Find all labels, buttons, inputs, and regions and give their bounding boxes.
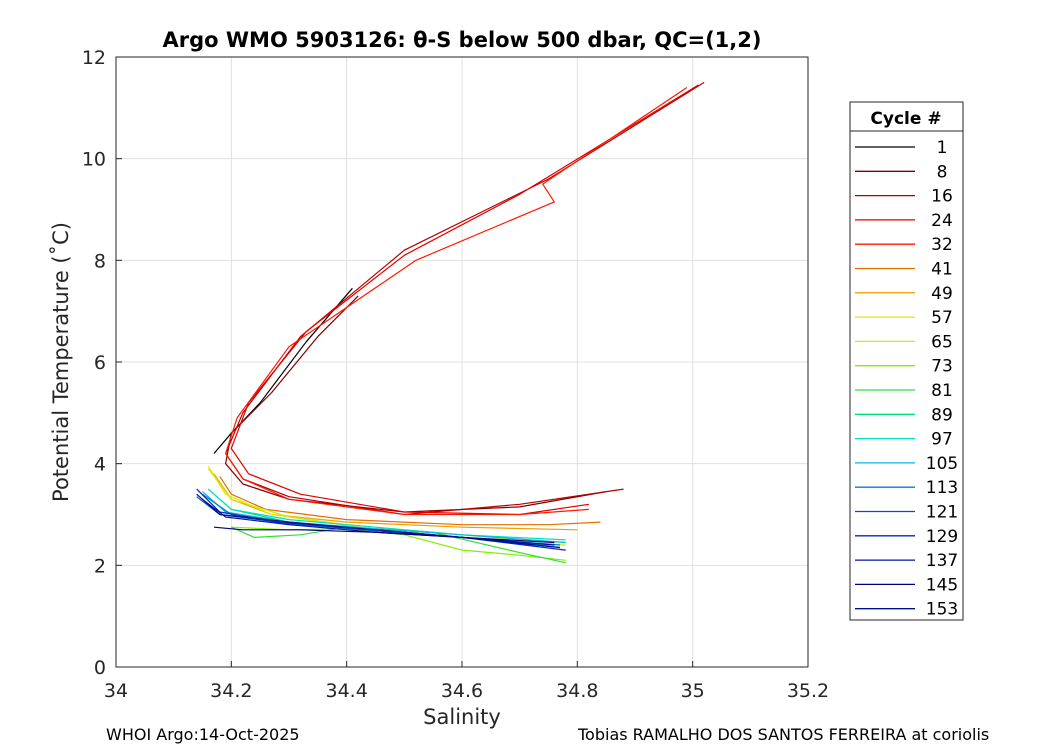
legend-label: 89 <box>931 405 953 425</box>
x-tick-label: 35.2 <box>787 680 829 702</box>
y-tick-label: 2 <box>94 555 106 577</box>
y-tick-label: 6 <box>94 352 106 374</box>
series-layer <box>196 81 705 564</box>
legend-label: 97 <box>931 430 953 450</box>
legend-label: 32 <box>931 235 953 255</box>
legend-label: 113 <box>926 478 958 498</box>
chart-title: Argo WMO 5903126: θ-S below 500 dbar, QC… <box>163 28 762 52</box>
legend-label: 129 <box>926 527 958 547</box>
legend-label: 105 <box>926 454 958 474</box>
legend-label: 65 <box>931 332 953 352</box>
legend: Cycle # 1 8 16 24 32 41 49 57 65 73 81 89 97 105 113 12… <box>849 101 964 621</box>
y-axis-label: Potential Temperature (˚C) <box>49 222 73 502</box>
y-tick-label: 10 <box>82 149 106 171</box>
footer-right-text: Tobias RAMALHO DOS SANTOS FERREIRA at co… <box>578 725 990 744</box>
y-ticks: 0 2 4 6 8 10 12 <box>82 47 122 679</box>
legend-title: Cycle # <box>870 109 941 129</box>
series-line-cycle-153 <box>196 493 561 549</box>
legend-label: 8 <box>937 162 948 182</box>
legend-label: 137 <box>926 551 958 571</box>
legend-label: 49 <box>931 284 953 304</box>
legend-label: 73 <box>931 357 953 377</box>
legend-label: 16 <box>931 187 953 207</box>
y-tick-label: 4 <box>94 454 106 476</box>
legend-label: 57 <box>931 308 953 328</box>
legend-label: 81 <box>931 381 953 401</box>
grid-lines <box>116 57 808 667</box>
y-tick-label: 12 <box>82 47 106 69</box>
legend-box <box>849 101 964 621</box>
x-tick-label: 35 <box>681 680 705 702</box>
x-tick-label: 34.8 <box>556 680 598 702</box>
series-line-cycle-32 <box>225 87 688 516</box>
x-tick-label: 34.4 <box>326 680 368 702</box>
x-tick-label: 34 <box>104 680 128 702</box>
series-line-cycle-145 <box>213 526 555 544</box>
x-ticks: 34 34.2 34.4 34.6 34.8 35 35.2 <box>104 661 829 702</box>
y-tick-label: 8 <box>94 250 106 272</box>
legend-label: 153 <box>926 600 958 620</box>
x-tick-label: 34.2 <box>210 680 252 702</box>
legend-entries: 1 8 16 24 32 41 49 57 65 73 81 89 97 105 113 121 129 137 1… <box>855 138 958 620</box>
x-tick-label: 34.6 <box>441 680 483 702</box>
legend-label: 121 <box>926 503 958 523</box>
legend-label: 1 <box>937 138 948 158</box>
footer-left-text: WHOI Argo:14-Oct-2025 <box>106 725 300 744</box>
legend-label: 24 <box>931 211 953 231</box>
legend-label: 145 <box>926 575 958 595</box>
legend-label: 41 <box>931 260 953 280</box>
x-axis-label: Salinity <box>423 705 501 729</box>
series-line-cycle-41 <box>219 476 601 526</box>
series-line-cycle-24 <box>230 84 699 516</box>
y-tick-label: 0 <box>94 657 106 679</box>
